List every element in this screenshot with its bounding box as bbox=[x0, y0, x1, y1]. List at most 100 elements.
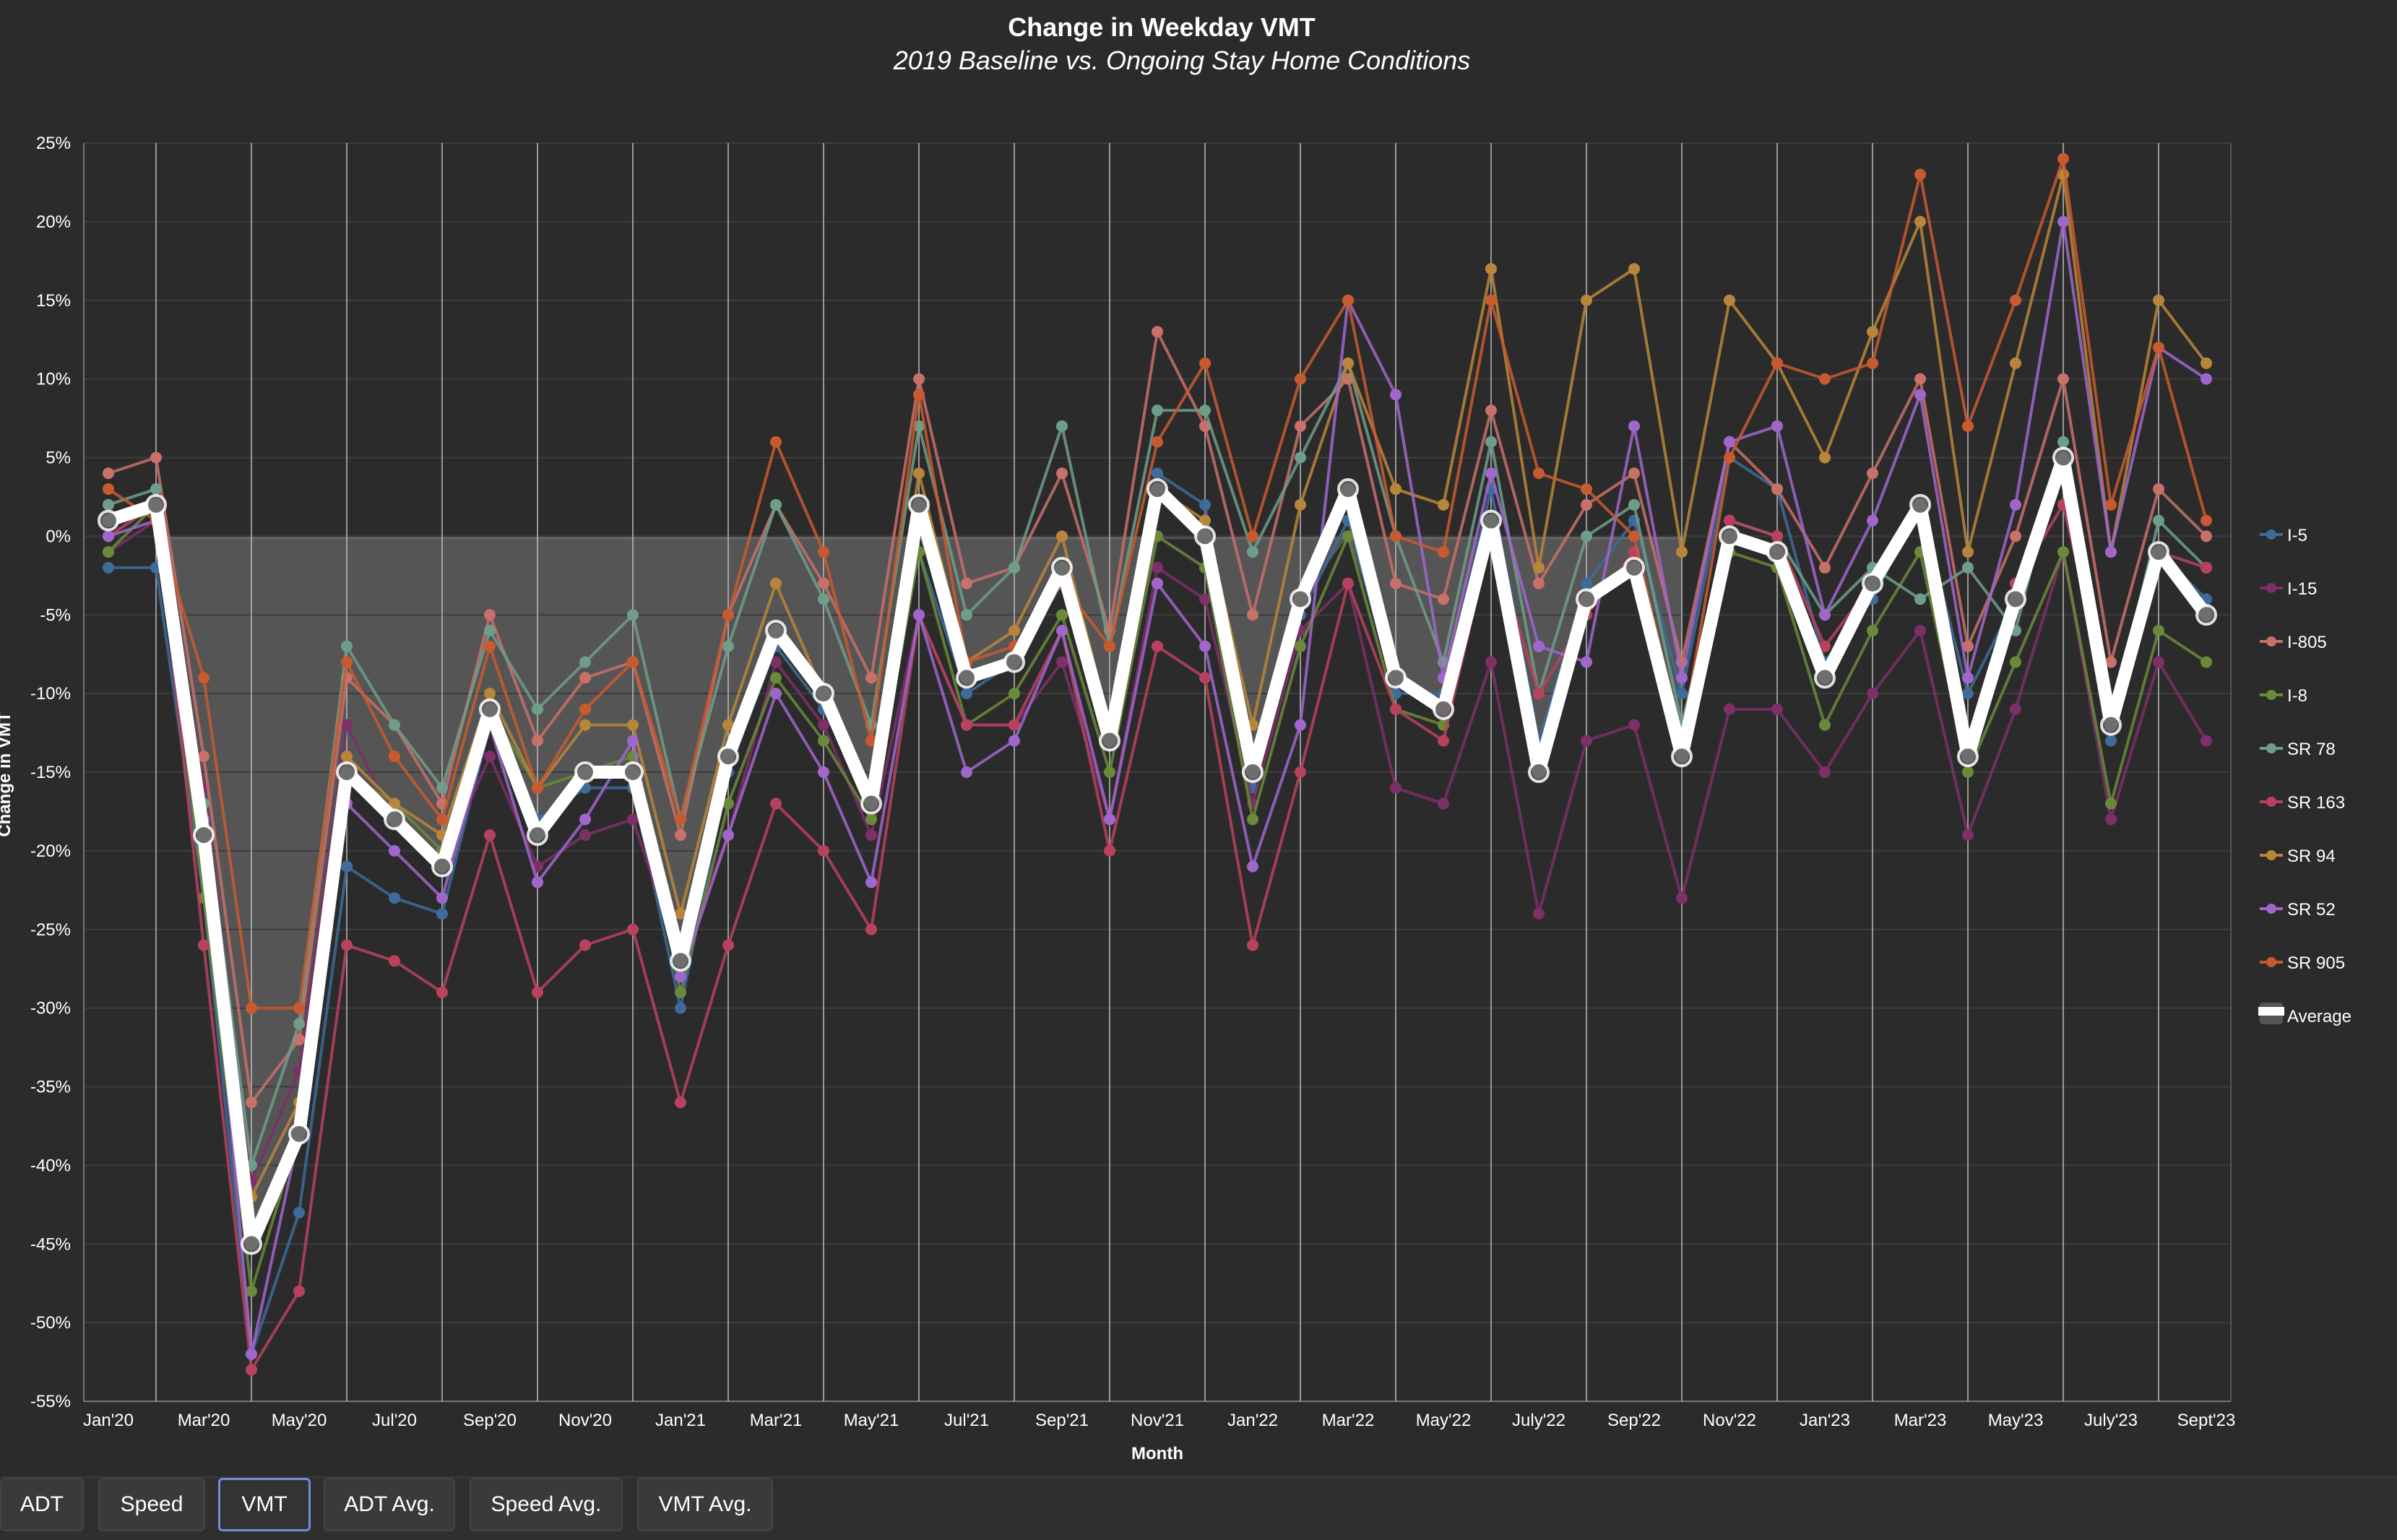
data-point bbox=[341, 656, 353, 668]
data-point bbox=[1104, 813, 1115, 826]
data-point bbox=[2201, 530, 2212, 542]
data-point bbox=[1819, 640, 1831, 652]
legend: I-5 I-15 I-805 I-8 SR 78 SR 163 SR 94 SR 52 SR 9… bbox=[2258, 526, 2351, 1026]
tab-speed[interactable]: Speed bbox=[98, 1478, 205, 1531]
data-point bbox=[627, 813, 639, 826]
data-point bbox=[1867, 467, 1878, 480]
data-point bbox=[1957, 745, 1979, 768]
data-point bbox=[1581, 483, 1592, 496]
y-tick-label: -35% bbox=[30, 1078, 71, 1097]
data-point bbox=[1152, 577, 1163, 589]
x-tick-label: July'23 bbox=[2084, 1411, 2138, 1430]
legend-marker bbox=[2266, 583, 2276, 593]
data-point bbox=[1962, 546, 1974, 558]
data-point bbox=[2153, 625, 2164, 637]
x-tick-label: Mar'20 bbox=[178, 1411, 230, 1430]
data-point bbox=[2201, 373, 2212, 385]
data-point bbox=[532, 986, 543, 998]
data-point bbox=[1914, 389, 1926, 401]
data-point bbox=[1581, 735, 1592, 747]
data-point bbox=[389, 955, 400, 967]
data-point bbox=[1676, 672, 1688, 684]
data-point bbox=[1962, 561, 1974, 574]
series-average bbox=[98, 446, 2217, 1255]
data-point bbox=[913, 609, 925, 621]
tab-adt[interactable]: ADT bbox=[0, 1478, 84, 1531]
data-point bbox=[341, 750, 353, 763]
data-point bbox=[1819, 373, 1831, 385]
data-point bbox=[1480, 509, 1502, 532]
data-point bbox=[103, 467, 114, 480]
x-tick-label: Sep'22 bbox=[1607, 1411, 1661, 1430]
data-point bbox=[484, 829, 496, 842]
x-tick-label: Nov'21 bbox=[1131, 1411, 1184, 1430]
data-point bbox=[865, 829, 877, 842]
data-point bbox=[2105, 735, 2117, 747]
data-point bbox=[1390, 530, 1402, 542]
data-point bbox=[675, 907, 686, 920]
data-point bbox=[2153, 294, 2164, 306]
tab-vmt[interactable]: VMT bbox=[218, 1478, 311, 1531]
data-point bbox=[908, 493, 930, 516]
data-point bbox=[627, 656, 639, 668]
data-point bbox=[1581, 294, 1592, 306]
data-point bbox=[1295, 719, 1306, 731]
data-point bbox=[2201, 735, 2212, 747]
data-point bbox=[1724, 703, 1735, 715]
x-tick-label: Mar'22 bbox=[1322, 1411, 1375, 1430]
legend-marker bbox=[2266, 850, 2276, 860]
tab-vmt-avg[interactable]: VMT Avg. bbox=[637, 1478, 773, 1531]
x-tick-label: Jan'23 bbox=[1800, 1411, 1850, 1430]
data-point bbox=[1819, 766, 1831, 778]
data-point bbox=[431, 855, 453, 878]
data-point bbox=[198, 939, 210, 951]
data-point bbox=[1152, 467, 1163, 480]
data-point bbox=[2153, 656, 2164, 668]
data-point bbox=[479, 698, 501, 720]
data-point bbox=[956, 667, 977, 689]
x-tick-label: May'21 bbox=[844, 1411, 899, 1430]
tab-adt-avg[interactable]: ADT Avg. bbox=[324, 1478, 455, 1531]
data-point bbox=[1056, 467, 1068, 480]
data-point bbox=[1485, 263, 1497, 275]
data-point bbox=[384, 808, 405, 831]
data-point bbox=[246, 1348, 257, 1360]
legend-marker bbox=[2266, 636, 2276, 646]
data-point bbox=[627, 719, 639, 731]
data-point bbox=[961, 609, 972, 621]
data-point bbox=[103, 546, 114, 558]
data-point bbox=[1485, 405, 1497, 417]
data-point bbox=[818, 735, 829, 747]
data-point bbox=[865, 923, 877, 935]
data-point bbox=[1390, 483, 1402, 496]
data-point bbox=[1199, 672, 1211, 684]
data-point bbox=[1914, 373, 1926, 385]
data-point bbox=[484, 625, 496, 637]
data-point bbox=[193, 824, 215, 847]
data-point bbox=[1867, 326, 1878, 338]
data-point bbox=[2010, 294, 2021, 306]
data-point bbox=[913, 467, 925, 480]
data-point bbox=[1390, 389, 1402, 401]
data-point bbox=[1247, 860, 1258, 873]
data-point bbox=[2153, 342, 2164, 354]
data-point bbox=[818, 577, 829, 589]
data-point bbox=[579, 672, 591, 684]
x-tick-label: July'22 bbox=[1512, 1411, 1565, 1430]
data-point bbox=[389, 797, 400, 810]
data-point bbox=[98, 509, 119, 532]
data-point bbox=[2052, 446, 2074, 469]
series-layer bbox=[98, 152, 2217, 1376]
data-point bbox=[1623, 556, 1645, 579]
y-tick-label: -50% bbox=[30, 1313, 71, 1333]
data-point bbox=[1056, 625, 1068, 637]
data-point bbox=[341, 939, 353, 951]
legend-item-i-8: I-8 bbox=[2260, 686, 2307, 706]
tab-speed-avg[interactable]: Speed Avg. bbox=[470, 1478, 623, 1531]
data-point bbox=[717, 745, 739, 768]
data-point bbox=[1295, 420, 1306, 432]
data-point bbox=[1819, 451, 1831, 464]
data-point bbox=[1576, 588, 1597, 610]
data-point bbox=[818, 719, 829, 731]
y-tick-label: -25% bbox=[30, 920, 71, 940]
